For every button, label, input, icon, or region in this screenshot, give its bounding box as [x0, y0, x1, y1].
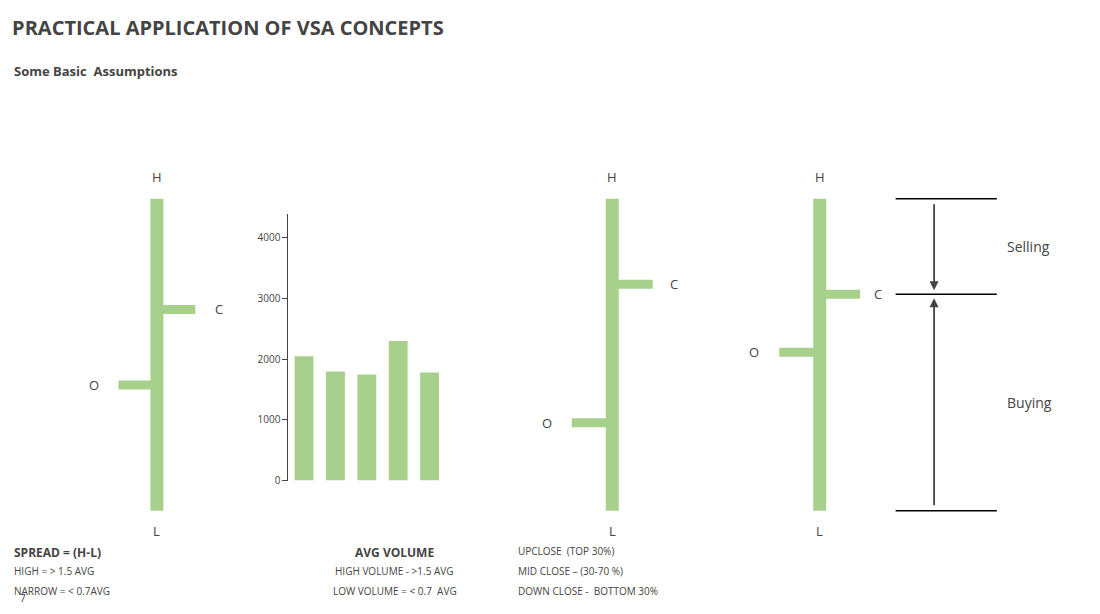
- svg-text:HIGH = > 1.5 AVG: HIGH = > 1.5 AVG: [14, 564, 94, 578]
- svg-text:H: H: [815, 168, 825, 186]
- svg-text:L: L: [609, 522, 616, 540]
- svg-text:Selling: Selling: [1007, 237, 1050, 256]
- svg-text:L: L: [816, 522, 823, 540]
- svg-text:NARROW = < 0.7AVG: NARROW = < 0.7AVG: [14, 584, 110, 598]
- svg-text:MID CLOSE – (30-70 %): MID CLOSE – (30-70 %): [518, 564, 623, 578]
- svg-text:PRACTICAL APPLICATION OF VSA C: PRACTICAL APPLICATION OF VSA CONCEPTS: [12, 14, 444, 41]
- svg-text:SPREAD = (H-L): SPREAD = (H-L): [14, 544, 101, 561]
- svg-text:O: O: [749, 343, 759, 361]
- svg-text:Some Basic Assumptions: Some Basic Assumptions: [14, 62, 178, 80]
- svg-text:DOWN CLOSE - BOTTOM 30%: DOWN CLOSE - BOTTOM 30%: [518, 584, 658, 598]
- svg-text:4000: 4000: [258, 230, 281, 244]
- svg-text:0: 0: [275, 473, 281, 487]
- svg-text:L: L: [153, 522, 160, 540]
- svg-text:7: 7: [20, 591, 26, 605]
- svg-text:H: H: [607, 168, 617, 186]
- svg-text:LOW VOLUME = < 0.7 AVG: LOW VOLUME = < 0.7 AVG: [333, 584, 457, 598]
- svg-text:C: C: [670, 275, 678, 293]
- svg-text:O: O: [89, 376, 99, 394]
- svg-text:UPCLOSE (TOP 30%): UPCLOSE (TOP 30%): [518, 544, 614, 558]
- svg-text:O: O: [542, 414, 552, 432]
- svg-text:2000: 2000: [258, 352, 281, 366]
- svg-text:C: C: [215, 300, 223, 318]
- svg-text:C: C: [874, 285, 882, 303]
- svg-text:AVG VOLUME: AVG VOLUME: [355, 544, 434, 561]
- svg-text:1000: 1000: [258, 412, 281, 426]
- svg-text:H: H: [152, 168, 162, 186]
- svg-text:HIGH VOLUME - >1.5 AVG: HIGH VOLUME - >1.5 AVG: [335, 564, 454, 578]
- svg-text:Buying: Buying: [1007, 393, 1052, 412]
- svg-text:3000: 3000: [258, 291, 281, 305]
